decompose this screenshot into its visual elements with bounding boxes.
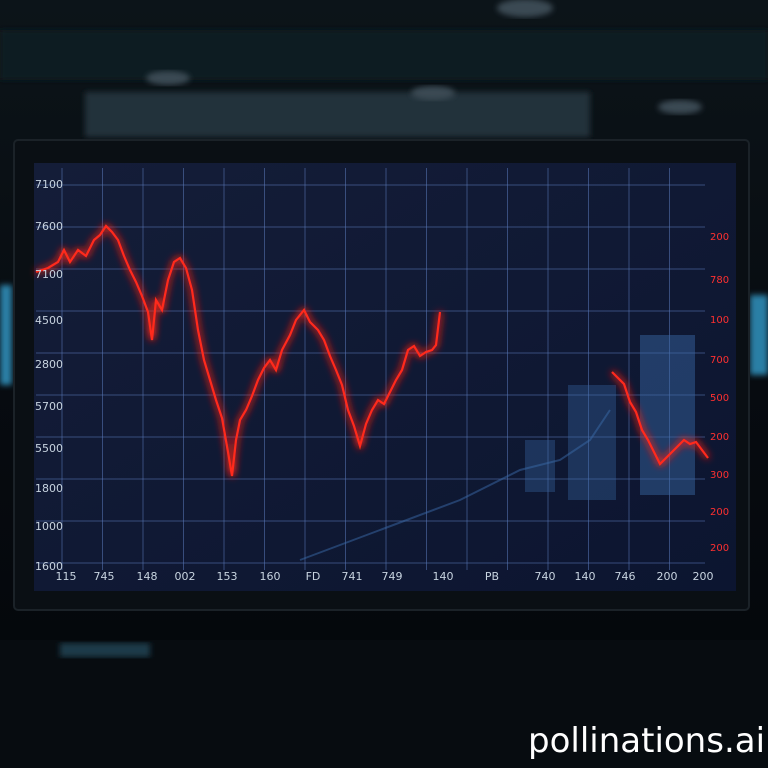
watermark: pollinations.ai (528, 721, 765, 761)
ceiling-light (658, 100, 702, 114)
bar-shape (568, 385, 616, 500)
right-label: 200 (710, 432, 729, 443)
faint-line (299, 409, 611, 561)
bottom-label: 745 (94, 570, 115, 583)
ceiling-beam (0, 30, 768, 80)
bottom-label: 115 (56, 570, 77, 583)
ceiling-panel (85, 92, 590, 137)
bottom-label: 160 (260, 570, 281, 583)
right-label: 200 (710, 232, 729, 243)
bottom-label: 200 (657, 570, 678, 583)
ceiling-light (411, 86, 455, 100)
right-label: 200 (710, 543, 729, 554)
red-line (611, 371, 709, 466)
bottom-label: 200 (693, 570, 714, 583)
left-label: 7100 (35, 178, 63, 191)
bar-shape (640, 335, 695, 495)
left-label: 5500 (35, 442, 63, 455)
background-light (60, 643, 150, 657)
left-label: 1600 (35, 560, 63, 573)
left-label: 1800 (35, 482, 63, 495)
right-label: 700 (710, 355, 729, 366)
right-label: 780 (710, 275, 729, 286)
ceiling-light (497, 0, 553, 17)
bottom-label: 153 (217, 570, 238, 583)
axis-labels: 7100760071004500280057005500180010001600… (35, 178, 729, 583)
bottom-label: 148 (137, 570, 158, 583)
floor (0, 640, 768, 768)
bottom-label: 140 (575, 570, 596, 583)
left-label: 7600 (35, 220, 63, 233)
left-label: 5700 (35, 400, 63, 413)
side-light (0, 285, 12, 385)
bottom-label: 749 (382, 570, 403, 583)
ceiling-light (146, 71, 190, 85)
grid (36, 168, 705, 570)
bottom-label: FD (306, 570, 321, 583)
bottom-label: 746 (615, 570, 636, 583)
right-label: 500 (710, 393, 729, 404)
left-label: 4500 (35, 314, 63, 327)
right-label: 200 (710, 507, 729, 518)
right-label: 300 (710, 470, 729, 481)
bottom-label: 741 (342, 570, 363, 583)
bottom-label: 740 (535, 570, 556, 583)
bottom-label: PB (485, 570, 499, 583)
bottom-label: 002 (175, 570, 196, 583)
left-label: 1000 (35, 520, 63, 533)
left-label: 7100 (35, 268, 63, 281)
right-label: 100 (710, 315, 729, 326)
bottom-label: 140 (433, 570, 454, 583)
monitor-screen (34, 163, 736, 591)
left-label: 2800 (35, 358, 63, 371)
side-light (750, 295, 768, 375)
red-line (35, 224, 442, 477)
